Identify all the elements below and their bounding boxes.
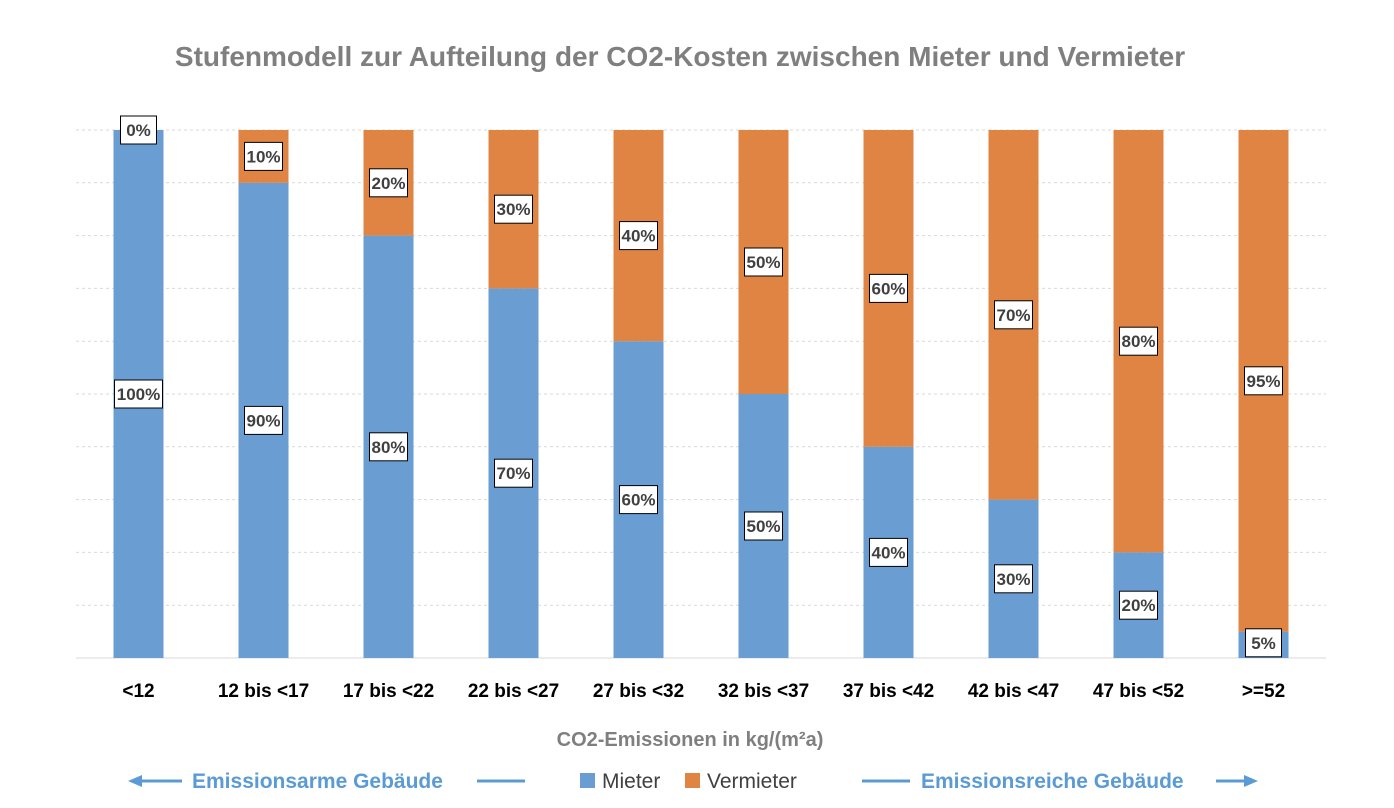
data-label-mieter-text: 50% [746,517,780,536]
data-label-vermieter: 10% [244,141,283,171]
data-label-vermieter-text: 70% [996,306,1030,325]
data-label-vermieter-box [869,273,908,303]
data-label-mieter-text: 20% [1121,596,1155,615]
data-label-vermieter: 50% [744,247,783,277]
data-label-mieter-text: 70% [496,464,530,483]
data-label-mieter-box [494,458,533,488]
annotation-right-text: Emissionsreiche Gebäude [921,770,1184,793]
data-label-mieter-box [994,564,1033,594]
data-label-vermieter-box [744,247,783,277]
x-tick-label: >=52 [1242,681,1285,702]
legend-swatch-mieter [580,773,595,788]
data-label-mieter-box [369,432,408,462]
data-label-vermieter-text: 95% [1246,372,1280,391]
data-label-vermieter-text: 40% [621,227,655,246]
arrow-left-icon [128,775,142,787]
data-label-mieter: 5% [1245,628,1282,658]
legend-item-vermieter: Vermieter [685,770,797,793]
data-label-mieter-text: 80% [371,438,405,457]
legend-swatch-vermieter [685,773,700,788]
x-tick-label: 12 bis <17 [218,681,309,702]
data-label-mieter-text: 60% [621,491,655,510]
x-axis-title: CO2-Emissionen in kg/(m²a) [557,729,824,751]
data-label-vermieter-box [369,168,408,198]
data-label-vermieter: 95% [1244,366,1283,396]
data-label-vermieter-box [994,300,1033,330]
annotation-left-text: Emissionsarme Gebäude [192,770,443,793]
x-tick-label: 37 bis <42 [843,681,934,702]
legend-item-mieter: Mieter [580,770,660,793]
data-label-mieter: 20% [1119,590,1158,620]
data-label-vermieter-box [1119,326,1158,356]
x-tick-label: <12 [122,681,154,702]
data-label-mieter-text: 40% [871,543,905,562]
left-arrow-annotation: Emissionsarme Gebäude [128,770,525,793]
data-label-vermieter: 30% [494,194,533,224]
data-label-vermieter-box [244,141,283,171]
data-label-vermieter-text: 80% [1121,332,1155,351]
data-label-vermieter: 40% [619,221,658,251]
x-tick-label: 27 bis <32 [593,681,684,702]
data-label-mieter-box [744,511,783,541]
data-label-mieter: 40% [869,537,908,567]
data-label-vermieter: 20% [369,168,408,198]
data-label-vermieter: 60% [869,273,908,303]
x-tick-labels: <12 12 bis <17 17 bis <22 22 bis <27 27 bis … [122,681,1285,702]
legend-label-mieter: Mieter [602,770,660,793]
data-labels: 100% 0% 90% 10% 80% 20% 70% 30% 60% 40% 50% 50% 40% 6… [114,115,1283,658]
data-label-mieter-text: 30% [996,570,1030,589]
data-label-vermieter-text: 60% [871,279,905,298]
data-label-mieter-box [619,485,658,515]
data-label-mieter-box [1245,628,1282,658]
data-label-vermieter: 0% [120,115,157,145]
data-label-mieter-box [244,405,283,435]
data-label-mieter: 70% [494,458,533,488]
data-label-vermieter-text: 30% [496,200,530,219]
data-label-vermieter: 80% [1119,326,1158,356]
data-label-vermieter-box [120,115,157,145]
legend: Emissionsarme Gebäude Mieter Vermieter Emis… [128,770,1258,793]
data-label-mieter-box [1119,590,1158,620]
data-label-mieter: 60% [619,485,658,515]
data-label-mieter-box [869,537,908,567]
data-label-vermieter-text: 0% [126,121,151,140]
data-label-vermieter: 70% [994,300,1033,330]
legend-label-vermieter: Vermieter [707,770,797,793]
data-label-mieter: 90% [244,405,283,435]
data-label-vermieter-box [619,221,658,251]
x-tick-label: 42 bis <47 [968,681,1059,702]
data-label-mieter-box [114,379,163,409]
chart-title: Stufenmodell zur Aufteilung der CO2-Kost… [175,41,1185,72]
x-tick-label: 22 bis <27 [468,681,559,702]
data-label-mieter-text: 100% [117,385,160,404]
data-label-vermieter-text: 10% [246,147,280,166]
data-label-mieter: 50% [744,511,783,541]
data-label-vermieter-text: 50% [746,253,780,272]
data-label-vermieter-box [494,194,533,224]
right-arrow-annotation: Emissionsreiche Gebäude [862,770,1258,793]
data-label-mieter-text: 90% [246,411,280,430]
data-label-mieter: 100% [114,379,163,409]
x-tick-label: 32 bis <37 [718,681,809,702]
arrow-right-icon [1244,775,1258,787]
data-label-mieter-text: 5% [1251,634,1276,653]
x-tick-label: 17 bis <22 [343,681,434,702]
data-label-mieter: 80% [369,432,408,462]
x-tick-label: 47 bis <52 [1093,681,1184,702]
data-label-vermieter-box [1244,366,1283,396]
data-label-vermieter-text: 20% [371,174,405,193]
data-label-mieter: 30% [994,564,1033,594]
